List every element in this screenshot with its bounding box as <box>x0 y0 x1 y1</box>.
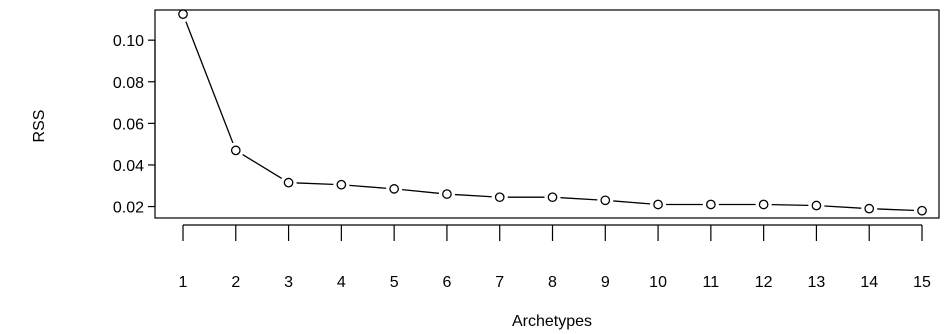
series-segment <box>402 189 440 194</box>
x-tick-label: 7 <box>495 274 504 291</box>
x-tick-label: 15 <box>913 274 931 291</box>
data-point <box>600 195 611 206</box>
x-tick-label: 6 <box>442 274 451 291</box>
x-tick-label: 11 <box>703 274 720 291</box>
x-tick-label: 4 <box>337 274 346 291</box>
y-tick-label: 0.08 <box>113 75 144 92</box>
x-tick-label: 9 <box>601 274 610 291</box>
data-point <box>864 203 875 214</box>
series-segment <box>771 203 809 207</box>
plot-frame <box>154 9 940 219</box>
series-segment <box>824 205 862 209</box>
y-axis: 0.02 0.04 0.06 0.08 0.10 <box>113 33 156 217</box>
data-point <box>178 9 188 20</box>
x-axis: 1 2 3 4 5 6 7 8 9 10 11 12 13 14 15 <box>179 224 931 291</box>
data-point <box>336 179 347 190</box>
data-point <box>758 199 769 210</box>
data-point <box>442 189 452 199</box>
y-tick-label: 0.06 <box>113 116 144 133</box>
y-tick-label: 0.02 <box>113 200 144 217</box>
data-point <box>230 145 241 156</box>
series-segment <box>242 154 283 180</box>
plot-border <box>154 9 940 219</box>
series-segment <box>349 184 387 189</box>
series-segment <box>185 21 234 144</box>
x-tick-label: 10 <box>649 274 667 291</box>
y-axis-title: RSS <box>31 110 48 143</box>
x-tick-label: 14 <box>860 274 878 291</box>
series-points <box>178 9 927 216</box>
data-point <box>706 199 716 210</box>
data-point <box>547 192 558 203</box>
series-segment <box>454 193 492 198</box>
series-line <box>185 21 915 212</box>
data-point <box>494 192 505 203</box>
x-tick-label: 8 <box>548 274 557 291</box>
x-tick-label: 5 <box>390 274 399 291</box>
data-point <box>653 199 663 210</box>
series-segment <box>877 208 915 212</box>
y-tick-label: 0.10 <box>113 33 144 50</box>
x-tick-label: 12 <box>755 274 773 291</box>
x-axis-title: Archetypes <box>512 313 592 330</box>
x-tick-label: 3 <box>284 274 293 291</box>
x-tick-label: 2 <box>231 274 240 291</box>
x-tick-label: 1 <box>179 274 188 291</box>
x-tick-label: 13 <box>808 274 826 291</box>
data-point <box>811 200 822 211</box>
data-point <box>917 205 927 216</box>
series-segment <box>613 200 651 205</box>
series-segment <box>560 197 598 201</box>
y-tick-label: 0.04 <box>113 158 144 175</box>
data-point <box>389 184 399 194</box>
data-point <box>283 177 294 188</box>
series-segment <box>296 182 334 186</box>
